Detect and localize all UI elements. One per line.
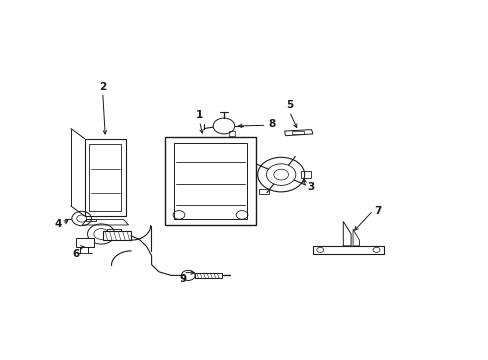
Bar xyxy=(291,131,304,134)
Bar xyxy=(195,273,222,278)
Polygon shape xyxy=(343,221,350,246)
Text: 3: 3 xyxy=(306,182,313,192)
Bar xyxy=(300,171,311,178)
Text: 6: 6 xyxy=(72,249,79,259)
Polygon shape xyxy=(352,229,359,246)
Bar xyxy=(312,246,383,254)
Bar xyxy=(174,143,246,219)
Polygon shape xyxy=(82,220,128,225)
Bar xyxy=(102,231,131,240)
Bar xyxy=(84,139,126,216)
Text: 5: 5 xyxy=(285,100,292,110)
Text: 9: 9 xyxy=(180,274,186,284)
Text: 4: 4 xyxy=(54,219,61,229)
Bar xyxy=(165,137,255,225)
Bar xyxy=(107,229,121,239)
Text: 7: 7 xyxy=(373,206,381,216)
Bar xyxy=(89,144,121,211)
Text: 2: 2 xyxy=(99,82,106,92)
Text: 1: 1 xyxy=(196,109,203,120)
Bar xyxy=(76,238,94,247)
Polygon shape xyxy=(284,130,312,136)
Text: 8: 8 xyxy=(268,119,275,129)
